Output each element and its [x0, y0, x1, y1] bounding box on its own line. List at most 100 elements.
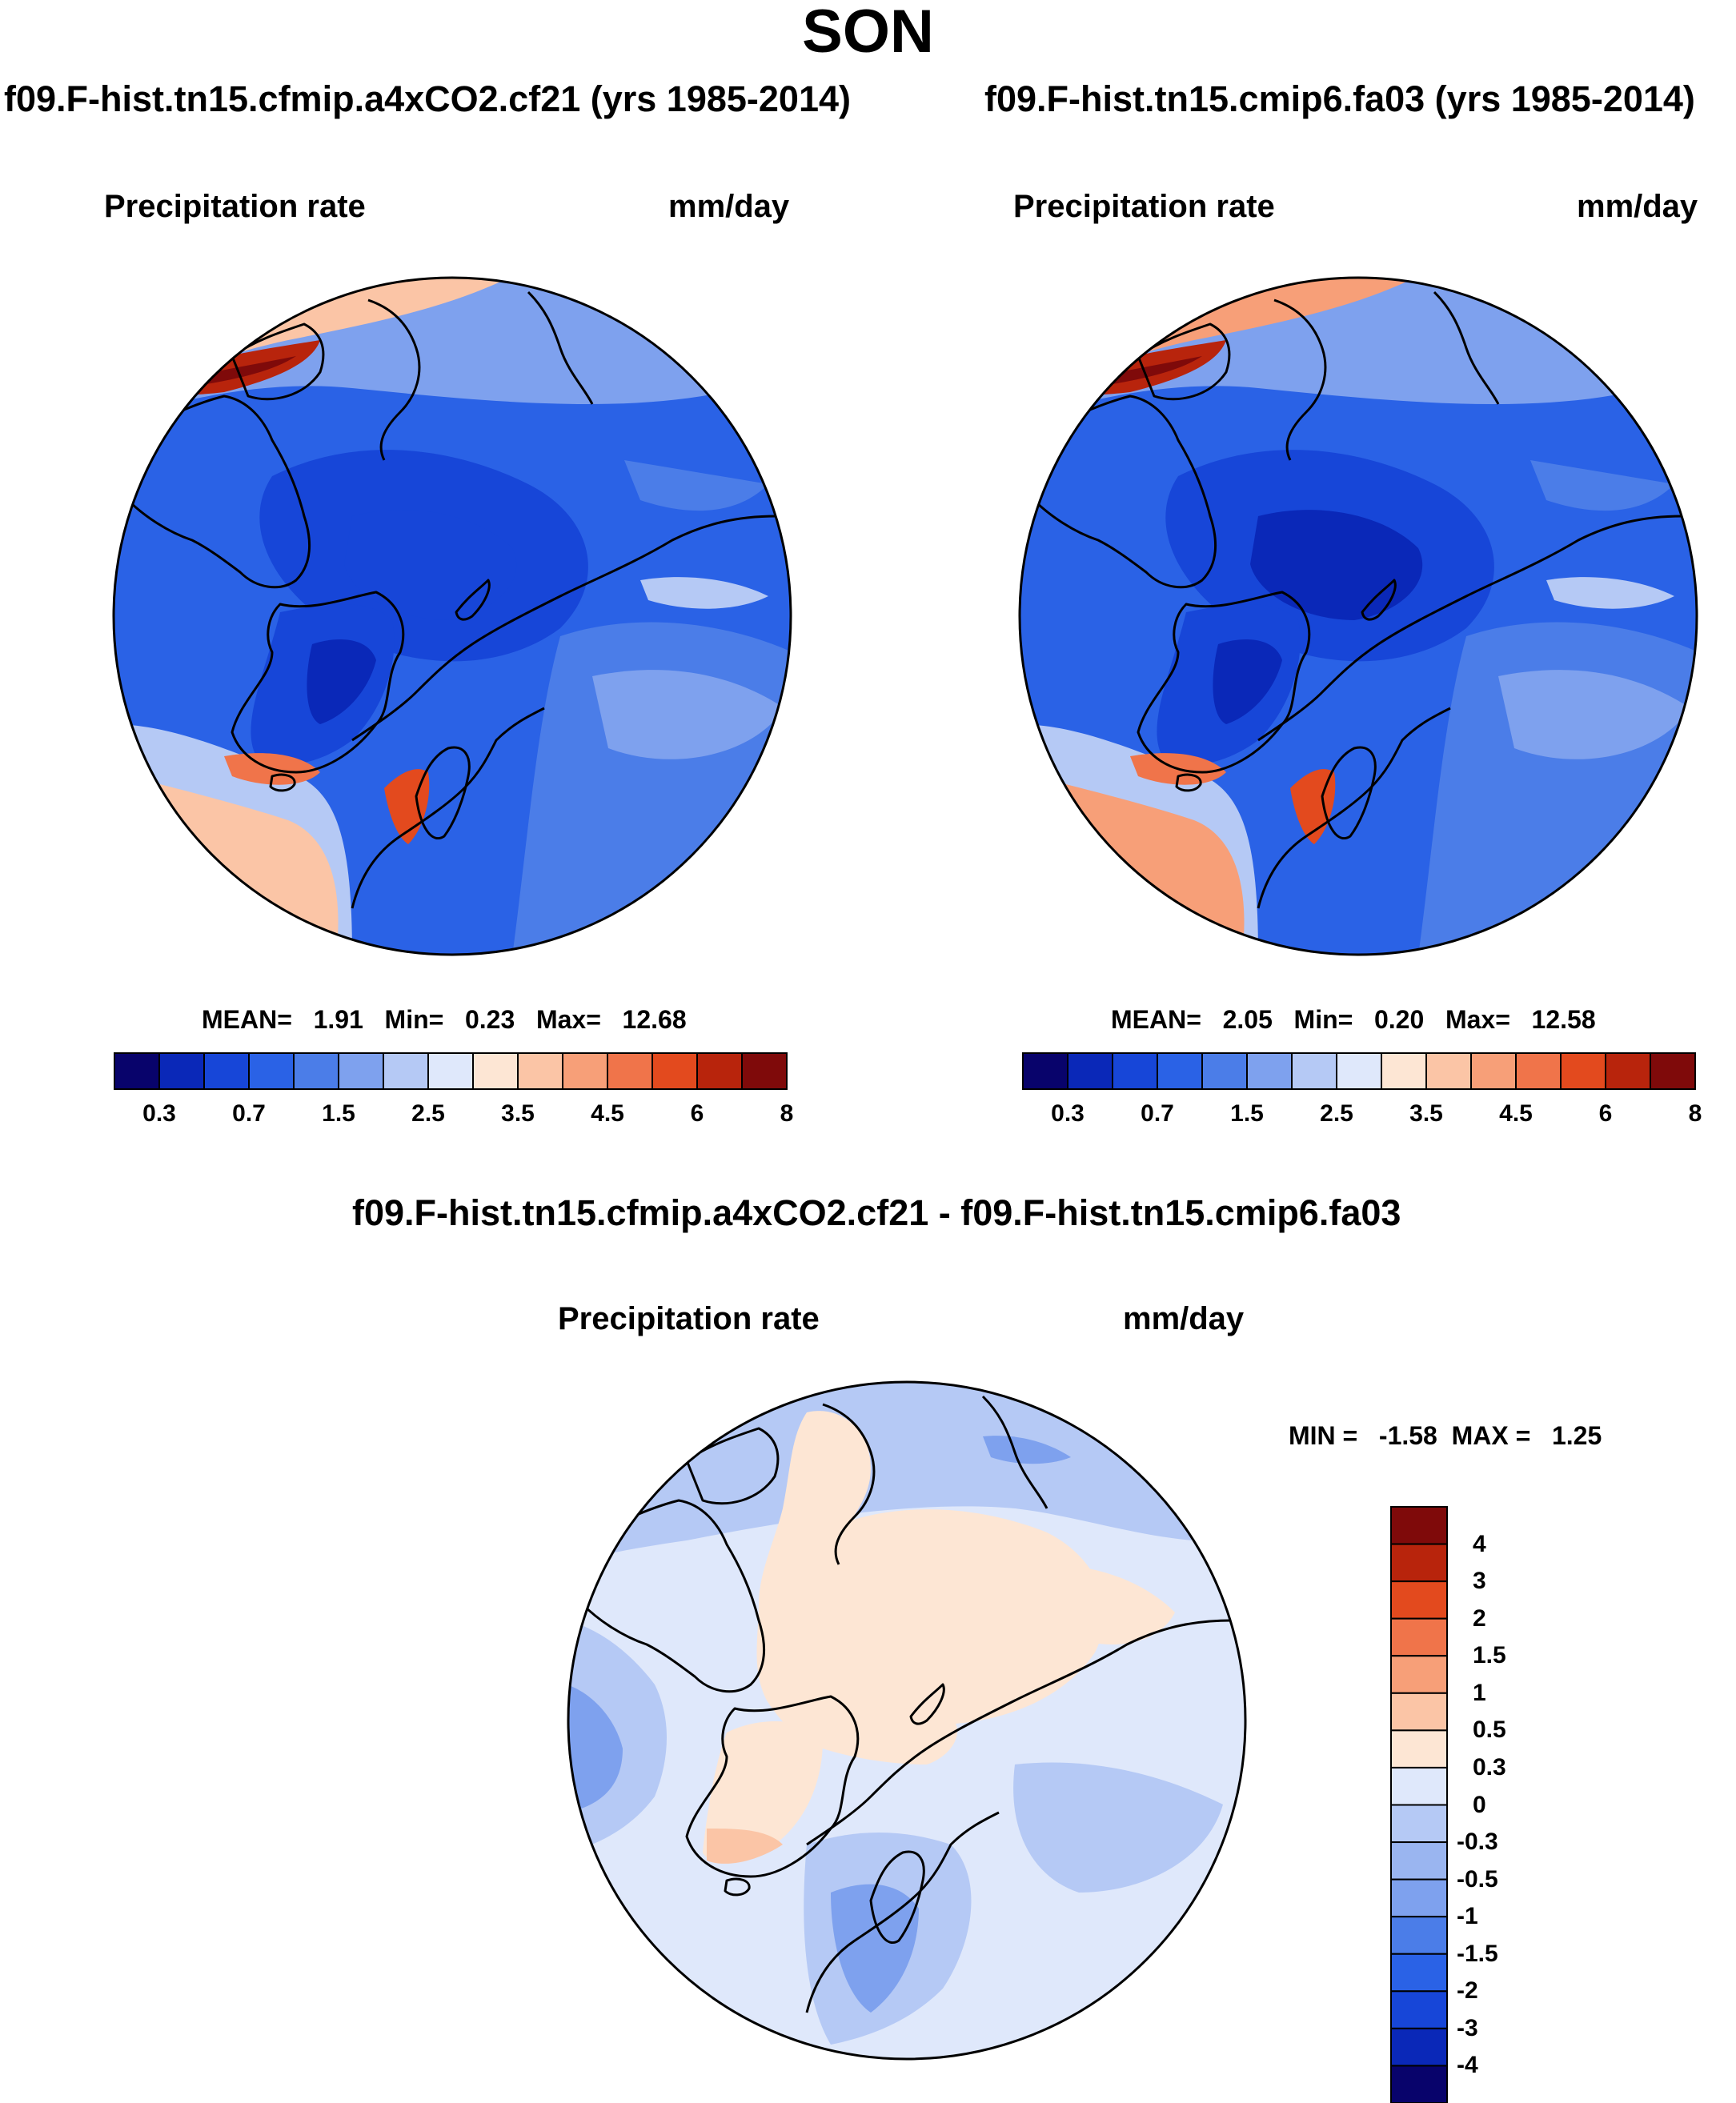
- panel3-coastline: [909, 1683, 945, 1725]
- panel1-colorbar-tick-label: 3.5: [501, 1100, 535, 1127]
- panel1-contour-region: [307, 639, 376, 724]
- panel1-colorbar-box: [383, 1052, 429, 1090]
- figure-title: SON: [802, 0, 934, 66]
- panel3-colorbar-box: [1390, 1617, 1448, 1657]
- panel3-colorbar-tick-label: 1.5: [1473, 1642, 1506, 1669]
- panel2-map-boundary: [1018, 276, 1698, 956]
- panel1-max-value: 12.68: [622, 1005, 687, 1034]
- panel3-contour-region: [707, 1829, 783, 1864]
- panel3-coastline: [724, 1877, 751, 1897]
- panel1-contour-region: [592, 670, 784, 759]
- panel1-mean-value: 1.91: [313, 1005, 363, 1034]
- panel1-coastline: [231, 591, 405, 774]
- panel2-coastline: [1433, 290, 1500, 405]
- panel1-min-label: Min=: [384, 1005, 444, 1034]
- panel2-colorbar-box: [1470, 1052, 1517, 1090]
- panel1-colorbar-box: [293, 1052, 339, 1090]
- panel2-colorbar-tick-label: 6: [1598, 1100, 1613, 1127]
- panel3-colorbar-tick-label: 0.5: [1473, 1716, 1506, 1744]
- panel1-colorbar-box: [741, 1052, 788, 1090]
- panel2-colorbar-tick-label: 8: [1688, 1100, 1702, 1127]
- panel2-colorbar-box: [1022, 1052, 1068, 1090]
- panel2-colorbar: [1022, 1052, 1696, 1090]
- panel1-coastline: [527, 290, 594, 405]
- panel2-polar-map: [1018, 276, 1698, 956]
- panel1-map-boundary: [112, 276, 792, 956]
- panel2-colorbar-box: [1425, 1052, 1472, 1090]
- panel1-coastline: [269, 773, 296, 792]
- panel3-min-label: MIN =: [1289, 1421, 1358, 1450]
- panel3-coastline: [822, 1403, 876, 1565]
- panel2-contour-region: [1546, 577, 1674, 609]
- panel3-contour-region: [568, 1684, 623, 1813]
- panel1-mean-label: MEAN=: [202, 1005, 292, 1034]
- panel3-contour-region: [782, 1509, 1105, 1724]
- panel3-coastline: [805, 1811, 1000, 2013]
- panel2-max-label: Max=: [1445, 1005, 1510, 1034]
- panel2-contour-region: [1530, 460, 1674, 511]
- panel3-polar-map: [567, 1380, 1247, 2061]
- panel2-title: f09.F-hist.tn15.cmip6.fa03 (yrs 1985-201…: [984, 78, 1695, 119]
- panel3-colorbar-box: [1390, 1580, 1448, 1620]
- panel1-units-label: mm/day: [668, 189, 790, 224]
- panel3-stats: MIN = -1.58 MAX = 1.25: [1289, 1421, 1602, 1451]
- panel3-colorbar-box: [1390, 1655, 1448, 1694]
- panel2-colorbar-box: [1560, 1052, 1606, 1090]
- panel2-colorbar-tick-label: 3.5: [1409, 1100, 1443, 1127]
- panel1-colorbar-box: [338, 1052, 384, 1090]
- panel3-coastline: [806, 1619, 1232, 1846]
- panel1-coastline: [126, 395, 311, 589]
- panel1-colorbar-tick-label: 0.7: [232, 1100, 266, 1127]
- panel3-colorbar-tick-label: -2: [1457, 1977, 1478, 2005]
- panel3-colorbar-tick-label: -4: [1457, 2052, 1478, 2079]
- panel2-colorbar-tick-label: 0.7: [1141, 1100, 1174, 1127]
- panel3-title: f09.F-hist.tn15.cfmip.a4xCO2.cf21 - f09.…: [352, 1192, 1401, 1233]
- panel3-colorbar-box: [1390, 1692, 1448, 1732]
- panel1-colorbar-box: [114, 1052, 160, 1090]
- panel3-contour-region: [983, 1436, 1071, 1464]
- panel2-colorbar-tick-label: 0.3: [1051, 1100, 1084, 1127]
- panel2-mean-value: 2.05: [1222, 1005, 1273, 1034]
- panel1-coastline: [455, 579, 491, 621]
- panel2-coastline: [1273, 298, 1327, 461]
- panel3-colorbar-box: [1390, 1841, 1448, 1881]
- panel1-coastline: [351, 515, 777, 742]
- panel1-coastline: [367, 298, 421, 461]
- panel1-coastline: [415, 746, 471, 839]
- panel1-title: f09.F-hist.tn15.cfmip.a4xCO2.cf21 (yrs 1…: [4, 78, 851, 119]
- panel1-coastline: [351, 707, 545, 909]
- panel1-min-value: 0.23: [464, 1005, 515, 1034]
- panel2-colorbar-box: [1650, 1052, 1696, 1090]
- panel2-colorbar-box: [1246, 1052, 1293, 1090]
- panel3-colorbar-tick-label: -0.3: [1457, 1829, 1498, 1856]
- panel1-contour-region: [640, 577, 768, 609]
- panel3-coastline: [581, 1499, 766, 1693]
- panel1-coastline: [231, 322, 325, 401]
- panel3-colorbar-tick-label: 2: [1473, 1604, 1486, 1632]
- panel2-contour-region: [1213, 639, 1282, 724]
- panel2-coastline: [1032, 395, 1217, 589]
- panel2-colorbar-ticks: 0.3 0.7 1.5 2.5 3.5 4.5 6 8: [1023, 1100, 1702, 1132]
- panel3-coastline: [685, 1427, 780, 1505]
- panel2-mean-label: MEAN=: [1111, 1005, 1201, 1034]
- panel3-colorbar-box: [1390, 2065, 1448, 2103]
- panel1-colorbar-box: [607, 1052, 653, 1090]
- panel3-colorbar-tick-label: -3: [1457, 2014, 1478, 2041]
- panel3-colorbar-box: [1390, 1506, 1448, 1545]
- panel3-colorbar-box: [1390, 1766, 1448, 1806]
- panel3-colorbar-tick-label: 0: [1473, 1791, 1486, 1818]
- panel2-min-value: 0.20: [1373, 1005, 1425, 1034]
- panel2-colorbar-box: [1515, 1052, 1562, 1090]
- panel1-colorbar-ticks: 0.3 0.7 1.5 2.5 3.5 4.5 6 8: [114, 1100, 793, 1132]
- panel1-colorbar-box: [158, 1052, 205, 1090]
- panel3-colorbar-tick-label: -1.5: [1457, 1940, 1498, 1967]
- panel2-contour-region: [1498, 670, 1690, 759]
- panel3-units-label: mm/day: [1123, 1301, 1245, 1336]
- panel3-colorbar-box: [1390, 2027, 1448, 2067]
- panel2-coastline: [1137, 591, 1311, 774]
- panel3-colorbar-box: [1390, 1543, 1448, 1583]
- panel3-colorbar-tick-label: 1: [1473, 1679, 1486, 1706]
- panel3-colorbar-box: [1390, 1990, 1448, 2029]
- panel1-variable-label: Precipitation rate: [104, 189, 366, 224]
- panel1-colorbar-tick-label: 2.5: [411, 1100, 445, 1127]
